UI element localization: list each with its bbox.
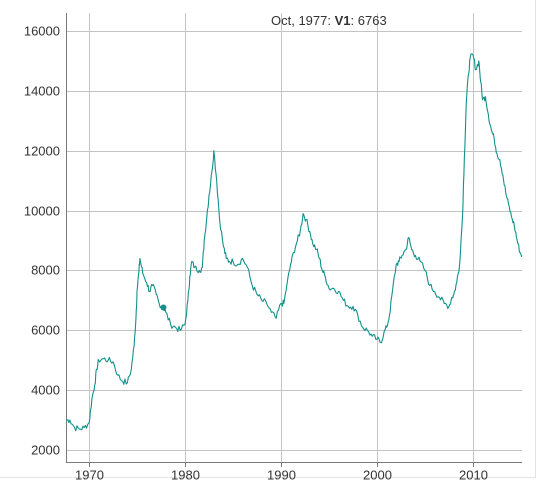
hover-readout: Oct, 1977: V1: 6763	[271, 13, 387, 28]
axes	[66, 13, 522, 463]
readout-separator-1: :	[327, 13, 334, 28]
x-tick-label: 1970	[75, 468, 104, 482]
y-axis-ticks: 2000 4000 6000 8000 10000 12000 14000 16000	[24, 24, 60, 458]
series-line-v1[interactable]	[65, 53, 523, 432]
y-tick-label: 2000	[31, 443, 60, 458]
y-tick-label: 6000	[31, 323, 60, 338]
y-tick-label: 4000	[31, 383, 60, 398]
x-tick-label: 1990	[267, 468, 296, 482]
y-tick-label: 12000	[24, 144, 60, 159]
x-tick-label: 1980	[171, 468, 200, 482]
y-tick-label: 8000	[31, 263, 60, 278]
y-tick-label: 14000	[24, 84, 60, 99]
highlight-point[interactable]	[160, 304, 167, 311]
grid-lines	[66, 13, 522, 462]
readout-date: Oct, 1977	[271, 13, 327, 28]
series-layer	[65, 53, 523, 432]
readout-separator-2: :	[351, 13, 358, 28]
x-tick-label: 2010	[459, 468, 488, 482]
y-tick-label: 10000	[24, 204, 60, 219]
x-axis-ticks: 1970 1980 1990 2000 2010	[75, 462, 488, 482]
readout-value: 6763	[358, 13, 387, 28]
x-tick-label: 2000	[363, 468, 392, 482]
readout-series-name: V1	[335, 13, 351, 28]
y-tick-label: 16000	[24, 24, 60, 39]
